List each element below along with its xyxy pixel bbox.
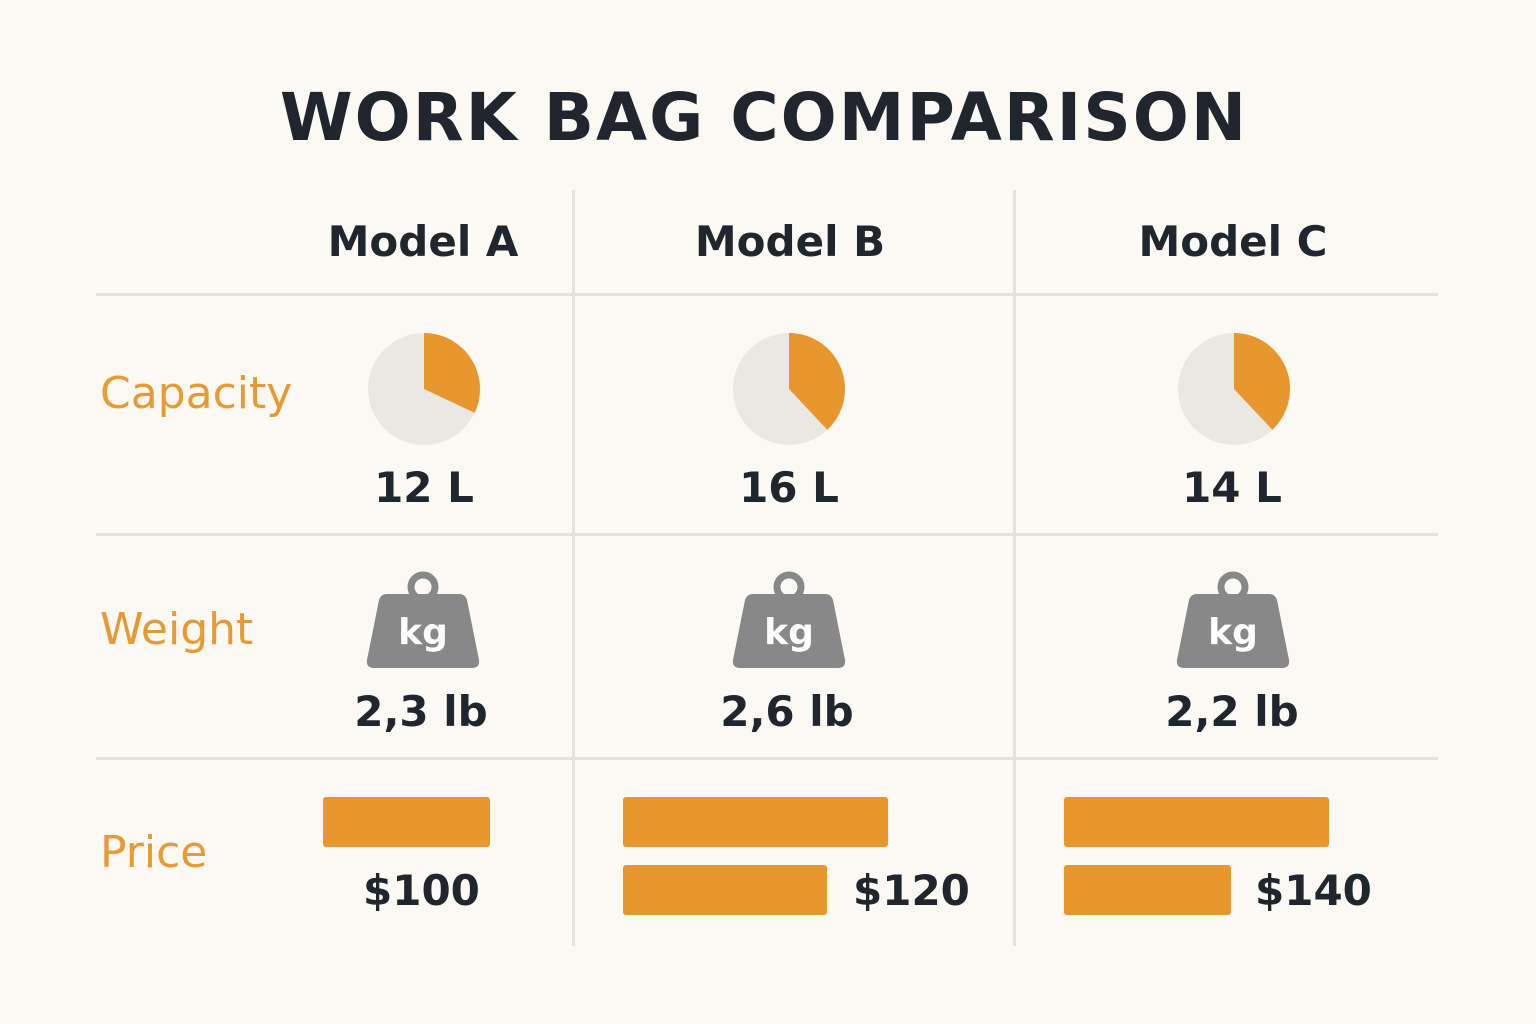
price-value-model-a: $100 xyxy=(363,866,480,915)
price-bar-model-b-2 xyxy=(623,865,827,915)
capacity-value-model-c: 14 L xyxy=(1182,463,1282,512)
kg-weight-icon-body xyxy=(732,594,846,668)
price-bar-model-c-2 xyxy=(1064,865,1231,915)
row-label-weight: Weight xyxy=(100,604,254,655)
column-divider-b-c xyxy=(1013,190,1016,946)
price-bar-model-a-1 xyxy=(323,797,490,847)
price-value-model-c: $140 xyxy=(1255,866,1372,915)
capacity-pie-slice xyxy=(1234,333,1290,430)
chart-title: WORK BAG COMPARISON xyxy=(279,79,1249,156)
price-bar-model-c-1 xyxy=(1064,797,1329,847)
row-label-price: Price xyxy=(100,827,208,878)
column-header-model-b: Model B xyxy=(694,217,886,266)
capacity-pie-model-c xyxy=(1178,333,1290,445)
capacity-value-model-b: 16 L xyxy=(739,463,839,512)
kg-weight-icon-label: kg xyxy=(764,612,814,653)
weight-value-model-c: 2,2 lb xyxy=(1165,687,1299,736)
header-divider xyxy=(96,293,1438,296)
capacity-pie-slice xyxy=(789,333,845,430)
capacity-pie-slice xyxy=(424,333,480,413)
row-divider-weight xyxy=(96,757,1438,760)
column-divider-a-b xyxy=(572,190,575,946)
kg-weight-icon: kg xyxy=(1176,571,1290,668)
row-label-capacity: Capacity xyxy=(100,368,293,419)
kg-weight-icon-label: kg xyxy=(1208,612,1258,653)
capacity-pie-model-a xyxy=(368,333,480,445)
row-divider-capacity xyxy=(96,533,1438,536)
capacity-value-model-a: 12 L xyxy=(374,463,474,512)
kg-weight-icon: kg xyxy=(366,571,480,668)
column-header-model-c: Model C xyxy=(1138,217,1328,266)
column-header-model-a: Model A xyxy=(327,217,519,266)
kg-weight-icon-label: kg xyxy=(398,612,448,653)
weight-value-model-a: 2,3 lb xyxy=(354,687,488,736)
kg-weight-icon-body xyxy=(1176,594,1290,668)
price-value-model-b: $120 xyxy=(853,866,970,915)
price-bar-model-b-1 xyxy=(623,797,888,847)
kg-weight-icon: kg xyxy=(732,571,846,668)
capacity-pie-model-b xyxy=(733,333,845,445)
kg-weight-icon-body xyxy=(366,594,480,668)
weight-value-model-b: 2,6 lb xyxy=(720,687,854,736)
